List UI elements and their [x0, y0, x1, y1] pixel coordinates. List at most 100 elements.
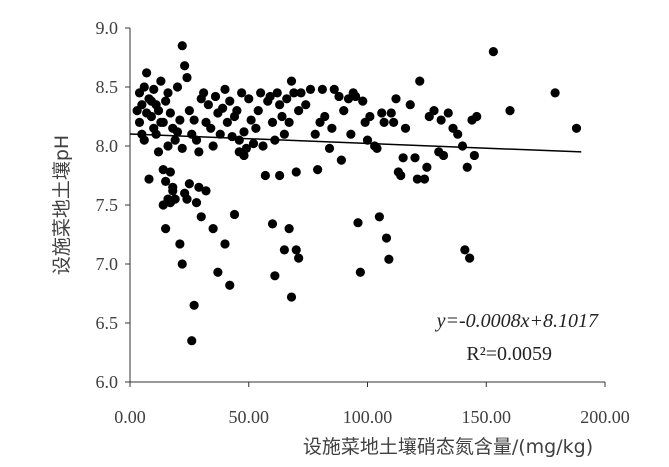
data-point — [294, 253, 304, 263]
data-point — [225, 96, 235, 106]
data-point — [460, 245, 470, 255]
data-point — [505, 106, 515, 116]
data-point — [189, 115, 199, 125]
data-point — [170, 135, 180, 145]
data-point — [151, 100, 161, 110]
data-point — [222, 117, 232, 127]
data-point — [232, 106, 242, 116]
y-tick-label: 7.5 — [96, 195, 119, 215]
data-point — [187, 336, 197, 346]
data-point — [206, 123, 216, 133]
data-point — [405, 100, 415, 110]
data-point — [215, 129, 225, 139]
data-point — [346, 129, 356, 139]
y-tick-label: 6.0 — [96, 372, 119, 392]
x-tick-label: 150.00 — [462, 407, 512, 427]
data-point — [374, 212, 384, 222]
data-point — [334, 91, 344, 102]
data-point — [453, 129, 463, 139]
data-point — [275, 100, 285, 110]
data-point — [220, 84, 230, 94]
data-point — [272, 88, 282, 98]
data-point — [353, 218, 363, 228]
y-tick-label: 8.0 — [96, 136, 119, 156]
data-point — [286, 76, 297, 86]
data-point — [220, 239, 230, 249]
data-point — [275, 170, 285, 181]
data-point — [422, 162, 432, 172]
data-point — [194, 182, 204, 192]
data-point — [134, 88, 145, 98]
data-point — [284, 117, 294, 127]
data-point — [438, 150, 449, 161]
data-point — [234, 135, 244, 145]
data-point — [419, 174, 430, 184]
data-point — [210, 91, 221, 102]
data-point — [256, 88, 266, 98]
data-point — [161, 224, 171, 234]
x-tick-label: 50.00 — [229, 407, 270, 427]
data-point — [177, 143, 187, 153]
data-point — [149, 123, 159, 133]
data-point — [177, 259, 187, 269]
data-point — [172, 82, 183, 92]
data-point — [389, 117, 399, 127]
data-point — [400, 123, 411, 133]
data-point — [398, 153, 408, 163]
data-point — [296, 88, 306, 98]
data-point — [488, 47, 498, 57]
data-point — [142, 68, 152, 78]
regression-equation: y=-0.0008x+8.1017 — [435, 310, 599, 332]
data-point — [199, 88, 209, 98]
data-point — [165, 108, 175, 118]
y-tick-label: 7.0 — [96, 254, 119, 274]
x-tick-labels: 0.00 50.00 100.00 150.00 200.00 — [114, 407, 630, 427]
y-tick-label: 6.5 — [96, 313, 119, 333]
data-point — [469, 150, 479, 161]
data-point — [279, 129, 289, 139]
data-point — [384, 254, 394, 264]
data-point — [163, 88, 173, 98]
data-point — [180, 61, 190, 71]
trend-line — [129, 133, 582, 153]
y-tick-label: 9.0 — [96, 18, 119, 38]
data-point — [182, 72, 192, 83]
data-point — [377, 108, 387, 118]
data-point — [291, 167, 301, 177]
data-point — [351, 91, 361, 102]
data-point — [260, 170, 270, 181]
data-point — [457, 141, 468, 151]
data-point — [153, 147, 164, 157]
x-tick-label: 100.00 — [343, 407, 393, 427]
data-point — [365, 111, 375, 122]
data-point — [144, 174, 154, 184]
data-point — [208, 224, 218, 234]
data-point — [241, 143, 251, 153]
data-point — [189, 300, 199, 310]
data-point — [244, 94, 254, 104]
data-point — [305, 84, 316, 94]
data-point — [248, 139, 259, 149]
data-point — [327, 123, 337, 133]
data-point — [465, 253, 475, 263]
data-point — [208, 141, 218, 151]
data-point — [462, 162, 472, 172]
data-point — [246, 115, 256, 125]
data-point — [329, 84, 339, 94]
data-point — [163, 141, 173, 151]
axes — [125, 27, 606, 387]
x-tick-label: 0.00 — [114, 407, 146, 427]
data-point — [550, 88, 560, 98]
y-tick-labels: 6.0 6.5 7.0 7.5 8.0 8.5 9.0 — [96, 18, 119, 392]
data-point — [237, 88, 247, 98]
data-point — [571, 123, 582, 133]
data-point — [258, 141, 268, 151]
data-point — [175, 239, 185, 249]
data-point — [436, 115, 446, 125]
data-point — [381, 233, 392, 243]
data-point — [142, 108, 152, 118]
data-point — [213, 267, 223, 277]
data-point — [201, 186, 211, 196]
data-point — [253, 106, 263, 116]
data-point — [267, 117, 278, 127]
